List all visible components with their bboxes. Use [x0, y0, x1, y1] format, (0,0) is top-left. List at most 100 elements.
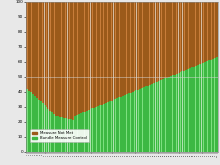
- Bar: [100, 2, 101, 105]
- Bar: [149, 2, 150, 85]
- Bar: [157, 2, 158, 152]
- Bar: [107, 2, 109, 152]
- Bar: [88, 110, 90, 152]
- Bar: [183, 2, 185, 152]
- Bar: [78, 114, 80, 152]
- Bar: [166, 78, 168, 152]
- Bar: [63, 118, 65, 152]
- Bar: [180, 72, 181, 152]
- Bar: [136, 90, 138, 152]
- Bar: [99, 105, 101, 152]
- Bar: [180, 2, 181, 152]
- Bar: [207, 61, 208, 152]
- Bar: [174, 2, 176, 152]
- Bar: [185, 2, 187, 152]
- Bar: [96, 107, 97, 152]
- Bar: [53, 2, 55, 152]
- Bar: [59, 117, 61, 152]
- Bar: [36, 2, 38, 152]
- Bar: [161, 2, 162, 80]
- Bar: [216, 2, 218, 152]
- Bar: [30, 92, 32, 152]
- Bar: [138, 2, 139, 152]
- Bar: [86, 2, 88, 152]
- Bar: [182, 2, 183, 152]
- Bar: [67, 2, 68, 152]
- Bar: [76, 2, 78, 152]
- Bar: [57, 116, 59, 152]
- Bar: [114, 99, 116, 152]
- Bar: [54, 114, 55, 152]
- Bar: [67, 119, 68, 152]
- Bar: [97, 106, 99, 152]
- Bar: [206, 61, 208, 152]
- Bar: [134, 2, 135, 91]
- Bar: [74, 2, 76, 152]
- Bar: [36, 98, 38, 152]
- Bar: [32, 94, 34, 152]
- Bar: [58, 116, 59, 152]
- Bar: [84, 112, 86, 152]
- Bar: [211, 2, 212, 60]
- Bar: [88, 2, 89, 110]
- Bar: [187, 2, 189, 152]
- Bar: [44, 105, 46, 152]
- Bar: [101, 2, 103, 152]
- Bar: [201, 64, 202, 152]
- Bar: [158, 2, 160, 152]
- Bar: [176, 2, 177, 74]
- Bar: [151, 84, 153, 152]
- Bar: [49, 111, 51, 152]
- Bar: [42, 103, 43, 152]
- Bar: [27, 2, 28, 89]
- Bar: [147, 86, 149, 152]
- Bar: [82, 2, 84, 152]
- Bar: [111, 101, 112, 152]
- Bar: [94, 2, 95, 152]
- Bar: [191, 2, 193, 152]
- Bar: [42, 2, 43, 103]
- Bar: [138, 2, 139, 90]
- Bar: [28, 91, 30, 152]
- Bar: [151, 2, 153, 152]
- Bar: [138, 90, 139, 152]
- Bar: [176, 74, 177, 152]
- Bar: [84, 2, 86, 152]
- Bar: [65, 118, 66, 152]
- Bar: [103, 104, 104, 152]
- Bar: [172, 2, 173, 75]
- Bar: [46, 2, 47, 107]
- Bar: [118, 97, 120, 152]
- Bar: [214, 2, 215, 58]
- Bar: [40, 101, 42, 152]
- Bar: [122, 2, 124, 152]
- Bar: [188, 69, 189, 152]
- Bar: [160, 80, 162, 152]
- Bar: [100, 105, 101, 152]
- Bar: [214, 2, 216, 152]
- Bar: [126, 2, 128, 152]
- Bar: [34, 2, 36, 152]
- Bar: [211, 60, 212, 152]
- Bar: [77, 115, 78, 152]
- Bar: [182, 2, 183, 152]
- Bar: [107, 102, 109, 152]
- Bar: [132, 92, 134, 152]
- Bar: [214, 58, 215, 152]
- Bar: [126, 94, 128, 152]
- Bar: [27, 89, 28, 152]
- Bar: [92, 2, 94, 152]
- Bar: [61, 2, 63, 152]
- Bar: [69, 119, 70, 152]
- Bar: [157, 82, 158, 152]
- Bar: [172, 75, 173, 152]
- Bar: [57, 2, 59, 152]
- Bar: [157, 2, 158, 82]
- Bar: [46, 107, 47, 152]
- Bar: [146, 2, 147, 86]
- Bar: [176, 2, 178, 152]
- Bar: [178, 73, 180, 152]
- Bar: [68, 2, 70, 152]
- Bar: [128, 94, 130, 152]
- Bar: [58, 2, 59, 116]
